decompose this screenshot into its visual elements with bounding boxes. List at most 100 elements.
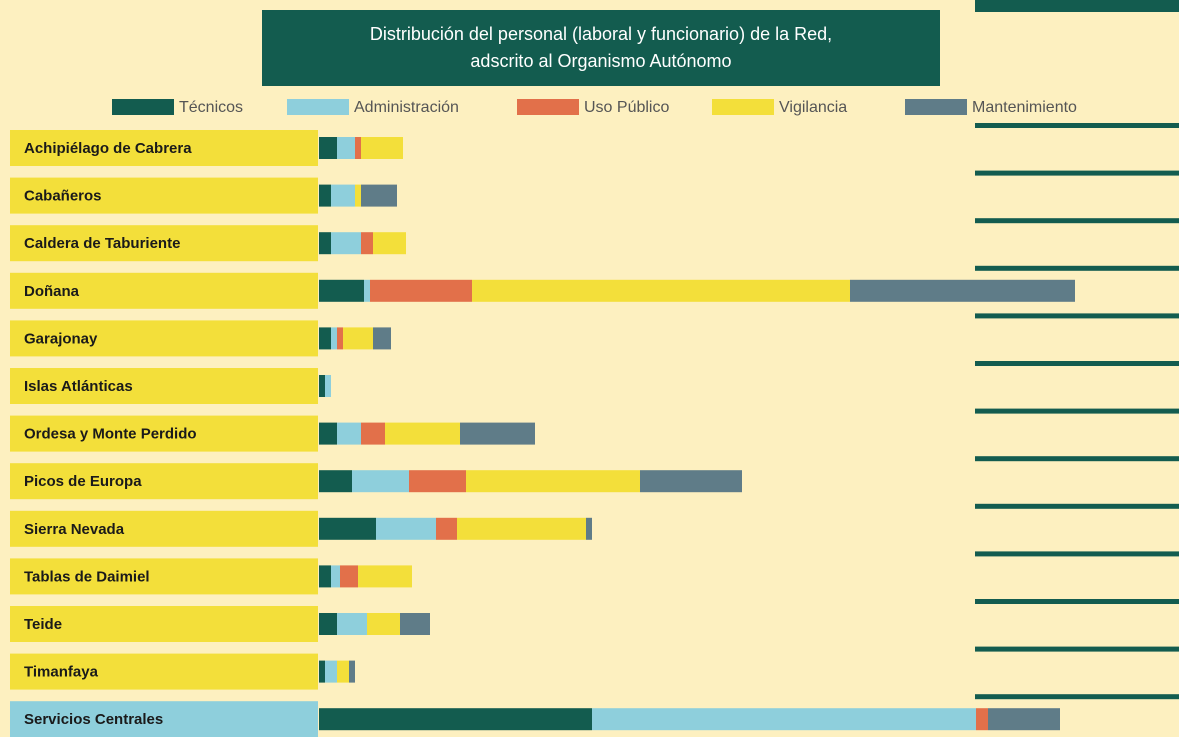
- bar-segment: [319, 375, 325, 397]
- bar-segment: [337, 660, 349, 683]
- category-label: Sierra Nevada: [24, 521, 125, 538]
- bar-segment: [319, 184, 331, 207]
- bar-segment: [976, 708, 988, 731]
- row-line: [975, 599, 1179, 604]
- label-box: [10, 558, 318, 595]
- legend-swatch: [712, 99, 774, 115]
- row-line: [975, 408, 1179, 414]
- bar-segment: [436, 517, 457, 540]
- label-box: [10, 320, 318, 357]
- row-bg: [318, 606, 1179, 642]
- bar-segment: [586, 517, 592, 540]
- bar-segment: [337, 327, 343, 350]
- label-box: [10, 510, 318, 547]
- bar-segment: [400, 613, 430, 635]
- bar-segment: [319, 470, 352, 493]
- chart-title: Distribución del personal (laboral y fun…: [370, 24, 832, 44]
- row-line: [975, 123, 1179, 128]
- bar-segment: [385, 422, 460, 445]
- bar-segment: [592, 708, 976, 731]
- bar-segment: [337, 613, 367, 635]
- bar-segment: [466, 470, 640, 493]
- bar-segment: [460, 422, 535, 445]
- bar-segment: [319, 517, 376, 540]
- legend-swatch: [112, 99, 174, 115]
- legend-label: Vigilancia: [779, 99, 847, 116]
- bar-segment: [409, 470, 466, 493]
- bar-segment: [364, 279, 370, 302]
- label-box: [10, 272, 318, 309]
- bar-segment: [319, 137, 337, 159]
- bar-segment: [331, 327, 337, 350]
- category-label: Timanfaya: [24, 664, 99, 681]
- bar-segment: [319, 232, 331, 255]
- bar-segment: [472, 279, 850, 302]
- category-label: Teide: [24, 616, 62, 633]
- bar-segment: [325, 375, 331, 397]
- row-bg: [318, 653, 1179, 690]
- bar-segment: [331, 232, 361, 255]
- row-line: [975, 361, 1179, 366]
- legend-swatch: [905, 99, 967, 115]
- category-label: Garajonay: [24, 330, 98, 347]
- row-line: [975, 456, 1179, 462]
- bar-segment: [349, 660, 355, 683]
- row-bg: [318, 368, 1179, 404]
- bar-segment: [358, 565, 412, 588]
- bar-segment: [352, 470, 409, 493]
- bar-segment: [376, 517, 436, 540]
- title-box: [262, 10, 940, 86]
- bar-segment: [319, 660, 325, 683]
- bar-segment: [319, 565, 331, 588]
- row-line: [975, 551, 1179, 557]
- row-line: [975, 503, 1179, 509]
- category-label: Cabañeros: [24, 188, 102, 205]
- bar-segment: [361, 184, 397, 207]
- category-label: Achipiélago de Cabrera: [24, 140, 192, 157]
- bar-segment: [319, 708, 592, 731]
- label-box: [10, 606, 318, 642]
- chart-title: adscrito al Organismo Autónomo: [470, 51, 731, 71]
- legend-label: Mantenimiento: [972, 99, 1077, 116]
- bar-segment: [319, 613, 337, 635]
- category-label: Ordesa y Monte Perdido: [24, 426, 197, 443]
- bar-segment: [319, 422, 337, 445]
- bar-segment: [457, 517, 586, 540]
- row-line: [975, 170, 1179, 176]
- bar-segment: [640, 470, 742, 493]
- bar-segment: [319, 279, 364, 302]
- category-label: Doñana: [24, 283, 80, 300]
- bar-segment: [988, 708, 1060, 731]
- bar-segment: [370, 279, 472, 302]
- row-bg: [318, 320, 1179, 357]
- row-bg: [318, 225, 1179, 262]
- row-bg: [318, 558, 1179, 595]
- row-line: [975, 218, 1179, 224]
- row-line: [975, 646, 1179, 652]
- label-box: [10, 130, 318, 166]
- bar-segment: [331, 565, 340, 588]
- legend-label: Uso Público: [584, 99, 669, 116]
- bar-segment: [343, 327, 373, 350]
- label-box: [10, 463, 318, 500]
- legend-label: Administración: [354, 99, 459, 116]
- bar-segment: [337, 137, 355, 159]
- bar-segment: [361, 232, 373, 255]
- decor-bar: [975, 0, 1179, 12]
- row-line: [975, 694, 1179, 700]
- label-box: [10, 368, 318, 404]
- bar-segment: [373, 327, 391, 350]
- label-box: [10, 415, 318, 452]
- bar-segment: [355, 137, 361, 159]
- row-bg: [318, 177, 1179, 214]
- category-label: Caldera de Taburiente: [24, 235, 180, 252]
- category-label: Tablas de Daimiel: [24, 568, 150, 585]
- bar-segment: [361, 137, 403, 159]
- legend-swatch: [517, 99, 579, 115]
- bar-segment: [337, 422, 361, 445]
- bar-segment: [319, 327, 331, 350]
- label-box: [10, 177, 318, 214]
- bar-segment: [850, 279, 1075, 302]
- label-box: [10, 225, 318, 262]
